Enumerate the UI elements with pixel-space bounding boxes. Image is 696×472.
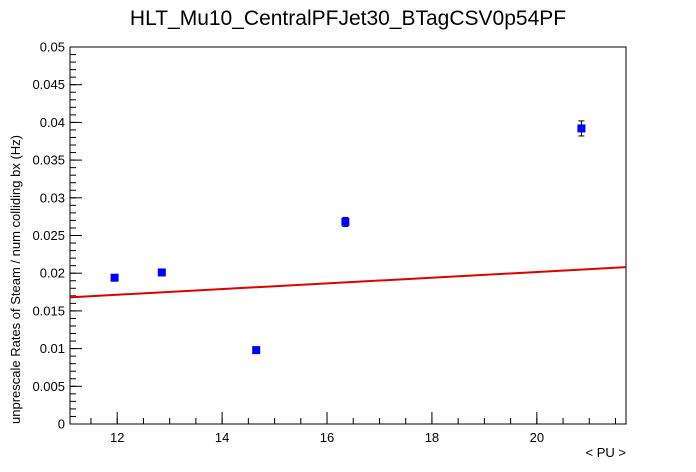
data-point: [252, 346, 261, 355]
x-tick-label: 12: [110, 430, 124, 445]
plot-area: 0 0.005 0.01 0.015 0.02 0.025 0.03 0.035 0.04 0.0…: [32, 40, 627, 445]
data-point: [157, 268, 166, 277]
y-tick-label: 0.05: [40, 40, 65, 55]
y-tick-label: 0.015: [32, 303, 65, 318]
y-tick-label: 0.025: [32, 228, 65, 243]
plot-frame: [69, 46, 627, 425]
fit-line: [69, 266, 627, 299]
y-tick-label: 0.045: [32, 77, 65, 92]
y-tick-label: 0.02: [40, 266, 65, 281]
y-tick-label: 0.04: [40, 115, 65, 130]
y-tick-label: 0.01: [40, 341, 65, 356]
y-tick-label: 0: [58, 417, 65, 432]
y-axis-title: unprescale Rates of Steam / num collidin…: [8, 135, 23, 424]
data-point: [341, 217, 350, 226]
data-point: [577, 124, 586, 133]
y-tick-label: 0.005: [32, 379, 65, 394]
x-tick-label: 18: [425, 430, 439, 445]
x-tick-label: 14: [215, 430, 229, 445]
y-tick-label: 0.03: [40, 190, 65, 205]
x-tick-label: 16: [320, 430, 334, 445]
y-tick-label: 0.035: [32, 153, 65, 168]
x-tick-label: 20: [530, 430, 544, 445]
x-axis-title: < PU >: [586, 445, 626, 460]
data-point: [110, 273, 119, 282]
chart-title: HLT_Mu10_CentralPFJet30_BTagCSV0p54PF: [130, 7, 566, 30]
